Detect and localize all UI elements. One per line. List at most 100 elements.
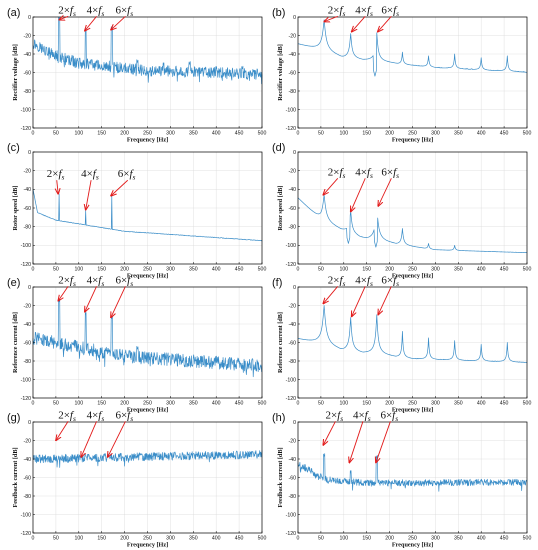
annotation-arrow: [349, 421, 364, 462]
harmonic-annotation: 4×fs: [87, 409, 105, 423]
x-axis-label: Frequency [Hz]: [392, 137, 433, 144]
series-line: [297, 453, 528, 492]
x-tick-label: 400: [477, 536, 486, 542]
harmonic-annotation: 4×fs: [87, 4, 105, 17]
panel-label: (h): [272, 412, 285, 424]
y-tick-label: -40: [289, 322, 297, 328]
x-tick-label: 150: [362, 131, 371, 137]
y-tick-label: -100: [286, 512, 296, 518]
x-tick-label: 300: [431, 131, 440, 137]
x-tick-label: 400: [477, 401, 486, 407]
x-tick-label: 100: [339, 267, 348, 273]
x-tick-label: 100: [74, 401, 83, 407]
x-tick-label: 150: [362, 536, 371, 542]
y-tick-label: 0: [28, 15, 31, 21]
y-tick-label: 0: [293, 420, 296, 426]
x-tick-label: 500: [523, 536, 532, 542]
annotation-arrow: [351, 178, 366, 211]
x-tick-label: 300: [166, 267, 175, 273]
y-tick-label: -100: [286, 377, 296, 383]
x-tick-label: 200: [120, 536, 129, 542]
harmonic-annotation: 6×fs: [381, 4, 399, 17]
x-tick-label: 500: [258, 536, 267, 542]
harmonic-annotation: 2×fs: [58, 4, 76, 17]
x-tick-label: 250: [143, 267, 152, 273]
annotation-arrow: [378, 286, 392, 314]
y-tick-label: -120: [21, 262, 31, 268]
x-tick-label: 350: [454, 131, 463, 137]
x-tick-label: 50: [53, 267, 59, 273]
y-tick-label: -100: [286, 243, 296, 249]
y-tick-label: -100: [21, 107, 31, 113]
x-tick-label: 250: [408, 536, 417, 542]
x-tick-label: 50: [53, 536, 59, 542]
y-axis-label: Reference current [dB]: [277, 312, 284, 373]
x-tick-label: 50: [318, 267, 324, 273]
x-tick-label: 350: [189, 131, 198, 137]
annotation-arrow: [85, 16, 97, 31]
y-tick-label: -120: [286, 126, 296, 132]
harmonic-annotation: 2×fs: [325, 409, 343, 423]
harmonic-annotation: 2×fs: [47, 168, 65, 182]
x-tick-label: 500: [523, 267, 532, 273]
annotation-arrow: [378, 178, 392, 206]
y-tick-label: -40: [289, 52, 297, 58]
x-axis-label: Frequency [Hz]: [392, 407, 433, 414]
x-tick-label: 500: [258, 267, 267, 273]
y-tick-label: 0: [28, 420, 31, 426]
x-tick-label: 250: [408, 131, 417, 137]
x-tick-label: 450: [235, 536, 244, 542]
y-tick-label: 0: [28, 150, 31, 156]
x-tick-label: 0: [297, 131, 300, 137]
annotation-arrow: [59, 16, 69, 19]
x-tick-label: 0: [32, 401, 35, 407]
series-line: [32, 189, 263, 242]
y-tick-label: -100: [21, 243, 31, 249]
y-tick-label: -20: [24, 168, 32, 174]
annotation-arrow: [111, 15, 126, 30]
series-line: [297, 194, 528, 254]
x-tick-label: 450: [500, 131, 509, 137]
y-tick-label: -60: [24, 475, 32, 481]
annotation-arrow: [352, 16, 366, 32]
harmonic-annotation: 6×fs: [115, 4, 133, 17]
y-tick-label: -20: [24, 33, 32, 39]
x-tick-label: 200: [120, 131, 129, 137]
panel-label: (b): [272, 7, 285, 19]
y-tick-label: -120: [286, 262, 296, 268]
series-line: [32, 450, 263, 468]
y-tick-label: -60: [289, 475, 297, 481]
y-tick-label: -20: [24, 303, 32, 309]
x-tick-label: 300: [431, 401, 440, 407]
annotation-arrow: [323, 421, 336, 445]
x-tick-label: 300: [431, 536, 440, 542]
annotation-arrow: [81, 421, 97, 457]
annotation-arrow: [85, 286, 97, 312]
y-tick-label: 0: [293, 15, 296, 21]
x-tick-label: 250: [408, 401, 417, 407]
x-tick-label: 50: [53, 401, 59, 407]
x-tick-label: 150: [97, 536, 106, 542]
y-axis-label: Feedback current [dB]: [277, 447, 284, 507]
y-tick-label: 0: [28, 285, 31, 291]
x-tick-label: 0: [297, 401, 300, 407]
y-tick-label: -60: [289, 340, 297, 346]
x-tick-label: 450: [235, 131, 244, 137]
x-tick-label: 500: [258, 401, 267, 407]
harmonic-annotation: 4×fs: [355, 166, 373, 180]
annotation-arrow: [111, 286, 126, 317]
y-tick-label: -40: [24, 457, 32, 463]
x-tick-label: 100: [339, 536, 348, 542]
x-tick-label: 400: [212, 267, 221, 273]
annotation-arrow: [111, 179, 129, 196]
panel-label: (e): [7, 277, 20, 289]
x-tick-label: 100: [339, 401, 348, 407]
x-tick-label: 100: [74, 131, 83, 137]
y-tick-label: -80: [289, 494, 297, 500]
y-tick-label: -20: [289, 33, 297, 39]
annotation-arrow: [56, 421, 69, 440]
x-tick-label: 50: [318, 536, 324, 542]
x-tick-label: 300: [166, 401, 175, 407]
